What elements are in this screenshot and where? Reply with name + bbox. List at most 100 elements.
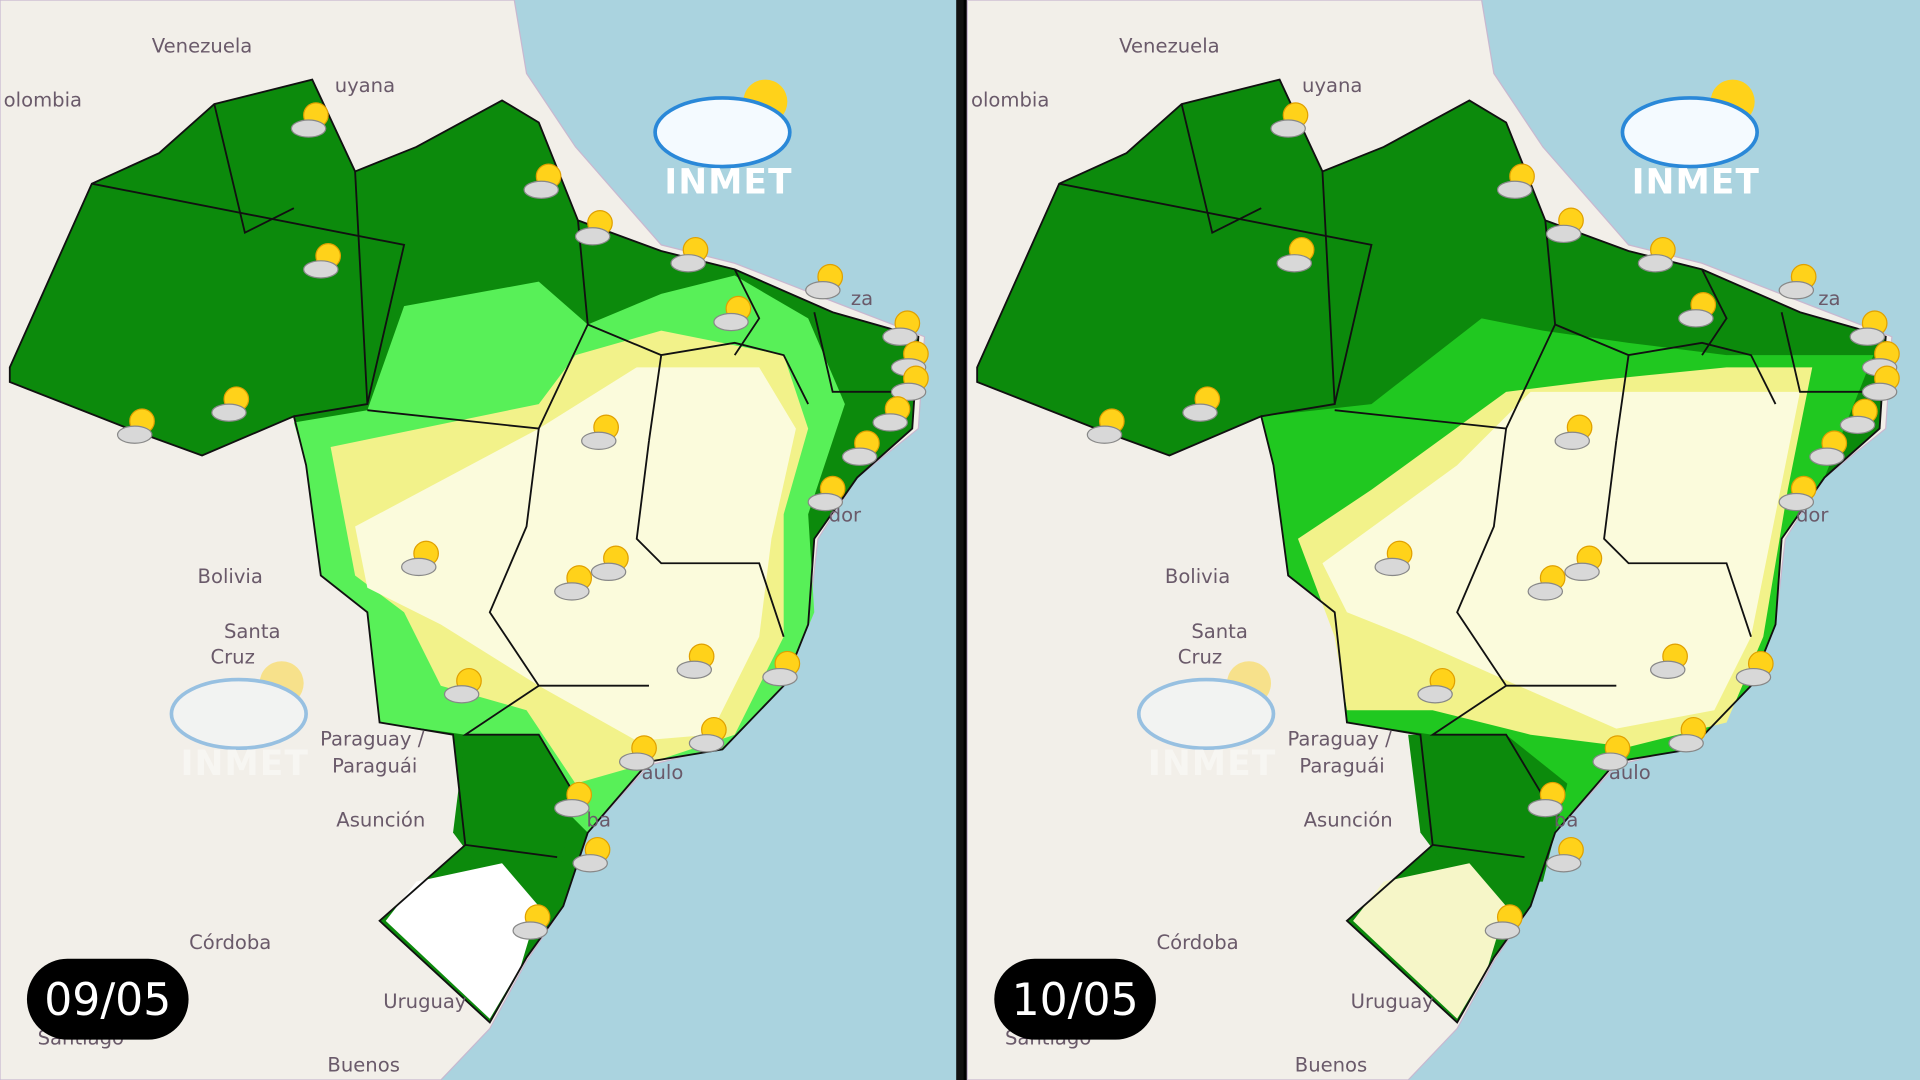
state-border xyxy=(733,268,761,356)
map-content: Venezuela olombia uyana Bolivia Santa Cruz Par… xyxy=(0,0,957,1080)
place-label: Cruz xyxy=(210,646,254,669)
state-border xyxy=(1456,428,1617,687)
place-label: Paraguái xyxy=(332,755,417,778)
weather-cloud xyxy=(688,734,725,753)
state-border xyxy=(465,843,558,859)
state-border xyxy=(462,684,577,797)
state-border xyxy=(1554,323,1629,356)
place-label: Santa xyxy=(224,620,281,643)
place-label: uyana xyxy=(335,74,395,97)
state-border xyxy=(91,182,406,405)
weather-cloud xyxy=(1276,254,1313,273)
place-label: Cruz xyxy=(1178,646,1222,669)
state-border xyxy=(1429,684,1544,797)
weather-cloud xyxy=(554,798,590,818)
place-label: Córdoba xyxy=(189,931,271,954)
logo-cloud xyxy=(1620,96,1759,169)
state-border xyxy=(1615,341,1777,441)
place-label: Santa xyxy=(1191,620,1248,643)
logo-sun xyxy=(1226,661,1272,706)
weather-cloud xyxy=(890,382,927,402)
weather-cloud xyxy=(676,660,713,679)
place-label: ba xyxy=(587,809,611,832)
state-border xyxy=(488,428,649,687)
weather-cloud xyxy=(1650,660,1686,679)
weather-cloud xyxy=(523,180,559,199)
logo-cloud xyxy=(169,677,308,750)
weather-cloud xyxy=(841,447,878,466)
state-border xyxy=(1334,220,1557,430)
weather-cloud xyxy=(574,227,611,246)
place-label: Córdoba xyxy=(1156,931,1238,954)
weather-cloud xyxy=(618,752,655,771)
weather-cloud xyxy=(1086,425,1123,444)
weather-cloud xyxy=(1545,854,1582,873)
place-label: Venezuela xyxy=(152,35,253,58)
weather-cloud xyxy=(116,425,153,444)
weather-cloud xyxy=(1861,382,1898,402)
forecast-region xyxy=(1322,391,1800,729)
weather-cloud xyxy=(762,667,798,687)
place-label: dor xyxy=(829,504,862,527)
weather-cloud xyxy=(1417,685,1453,704)
weather-cloud xyxy=(1668,734,1704,753)
weather-cloud xyxy=(1778,492,1815,512)
state-border xyxy=(1701,268,1728,356)
place-label: za xyxy=(851,287,873,310)
place-label: ba xyxy=(1554,809,1578,832)
place-label: aulo xyxy=(642,761,684,784)
state-border xyxy=(1432,843,1525,859)
weather-cloud xyxy=(670,254,706,273)
weather-cloud xyxy=(554,582,590,601)
date-label: 09/05 xyxy=(44,975,171,1026)
place-label: Asunción xyxy=(336,809,425,832)
map-panel: Venezuela olombia uyana Bolivia Santa Cruz Par… xyxy=(966,0,1920,1080)
weather-cloud xyxy=(1182,403,1218,422)
forecast-region xyxy=(453,734,576,882)
state-border xyxy=(1059,182,1373,405)
place-label: Buenos xyxy=(1295,1053,1367,1076)
weather-cloud xyxy=(1839,415,1876,435)
place-label: uyana xyxy=(1302,74,1362,97)
weather-cloud xyxy=(1778,281,1815,300)
state-border xyxy=(587,323,662,356)
date-pill xyxy=(26,958,189,1040)
place-label: Paraguái xyxy=(1299,755,1384,778)
weather-cloud xyxy=(882,327,918,346)
weather-cloud xyxy=(1678,309,1714,328)
place-label: Uruguay xyxy=(1351,990,1434,1013)
weather-cloud xyxy=(303,260,339,279)
weather-cloud xyxy=(1554,431,1590,450)
weather-cloud xyxy=(581,431,617,450)
place-label: olombia xyxy=(4,89,82,112)
logo-cloud xyxy=(653,96,792,169)
weather-cloud xyxy=(290,119,327,138)
state-border xyxy=(1780,312,1874,393)
weather-cloud xyxy=(872,413,908,432)
weather-cloud xyxy=(1270,119,1306,138)
inmet-logo: INMET xyxy=(653,79,792,202)
place-label: Venezuela xyxy=(1119,35,1220,58)
logo-text: INMET xyxy=(181,744,309,784)
forecast-region xyxy=(385,863,539,1019)
weather-cloud xyxy=(590,562,627,582)
weather-cloud xyxy=(401,557,437,577)
place-label: Paraguay / xyxy=(320,728,425,751)
state-border xyxy=(1180,103,1262,234)
divider xyxy=(956,0,964,1080)
place-label: Bolivia xyxy=(1165,565,1230,588)
weather-cloud xyxy=(1592,752,1628,771)
weather-cloud xyxy=(1527,798,1564,818)
weather-cloud xyxy=(512,921,548,940)
weather-cloud xyxy=(211,403,247,422)
map-content: Venezuela olombia uyana Bolivia Santa Cruz Par… xyxy=(966,0,1920,1080)
date-pill xyxy=(994,958,1156,1040)
state-border xyxy=(635,440,785,638)
place-label: Uruguay xyxy=(383,990,466,1013)
weather-cloud xyxy=(805,281,841,300)
weather-cloud xyxy=(1735,667,1772,687)
logo-cloud xyxy=(1136,677,1276,750)
state-border xyxy=(813,312,907,393)
weather-cloud xyxy=(1374,557,1410,577)
